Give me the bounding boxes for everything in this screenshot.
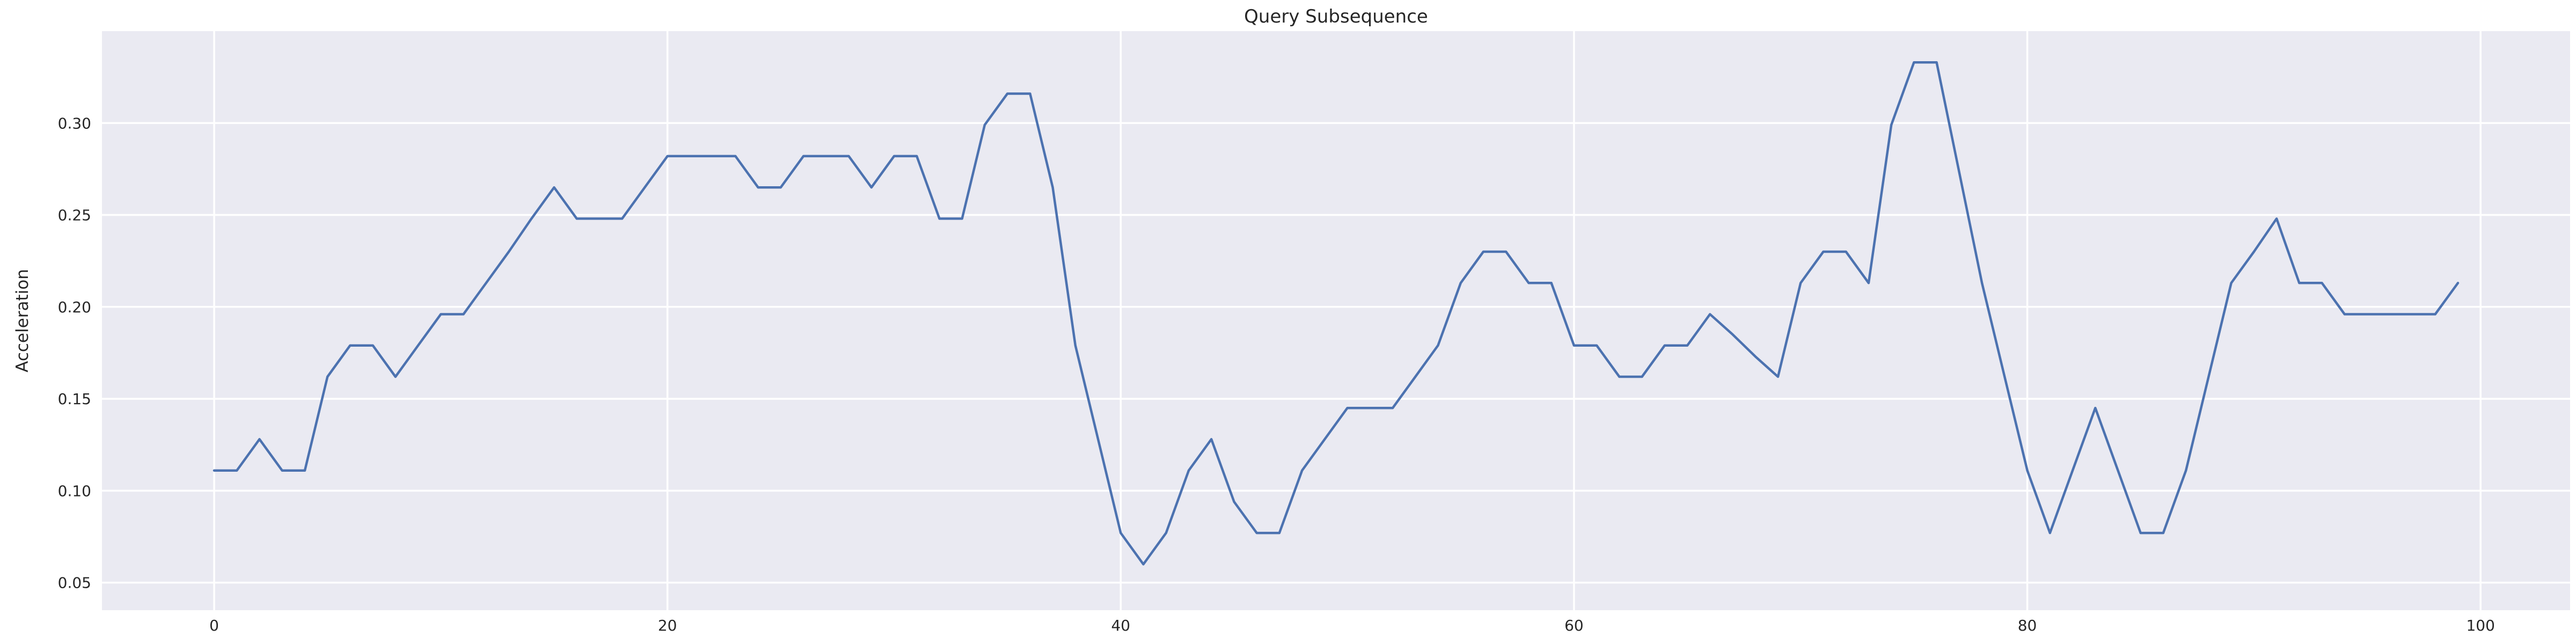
x-tick-label: 100 [2466, 617, 2494, 634]
x-tick-label: 80 [2018, 617, 2037, 634]
plot-background [102, 31, 2570, 610]
y-tick-label: 0.10 [58, 482, 91, 500]
x-tick-labels: 0 20 40 60 80 100 [209, 617, 2495, 634]
y-tick-labels: 0.05 0.10 0.15 0.20 0.25 0.30 [58, 114, 91, 591]
x-tick-label: 60 [1564, 617, 1584, 634]
y-tick-label: 0.15 [58, 390, 91, 408]
y-tick-label: 0.30 [58, 114, 91, 132]
y-tick-label: 0.25 [58, 207, 91, 224]
x-tick-label: 40 [1111, 617, 1130, 634]
y-tick-label: 0.05 [58, 574, 91, 592]
x-tick-label: 20 [658, 617, 677, 634]
x-tick-label: 0 [209, 617, 219, 634]
x-gridlines [213, 31, 2482, 610]
y-axis-label: Acceleration [13, 269, 32, 372]
y-gridlines [102, 122, 2570, 584]
y-tick-label: 0.20 [58, 298, 91, 316]
chart-title: Query Subsequence [1244, 6, 1428, 27]
data-line [213, 61, 2460, 566]
